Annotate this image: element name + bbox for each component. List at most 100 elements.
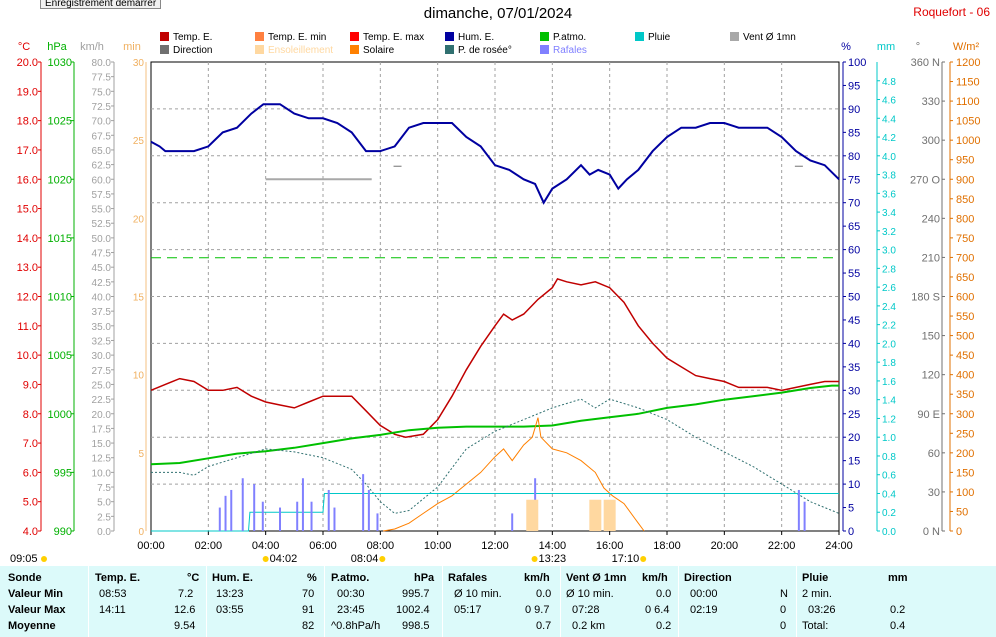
temp-tick-label: 7.0 (23, 438, 38, 450)
solar-tick-label: 300 (956, 409, 974, 421)
dir-tick-label: 300 (922, 135, 940, 147)
solar-tick-label: 900 (956, 174, 974, 186)
solar-tick-label: 1200 (956, 57, 980, 69)
wind-tick-label: 55.0 (92, 205, 112, 216)
rafales-min-value: 0.0 (536, 588, 552, 600)
rain-tick-label: 4.6 (882, 96, 896, 107)
header-vent-unit: km/h (642, 572, 668, 584)
rafales-min-label: Ø 10 min. (454, 588, 502, 600)
temp-tick-label: 8.0 (23, 409, 38, 421)
sun-marker-label: 13:23 (539, 553, 567, 565)
sun-marker-dot (640, 556, 647, 562)
wind-tick-label: 62.5 (92, 161, 112, 172)
weather-chart: 00:00 02:00 04:00 06:00 08:00 10:00 12:00 14:00… (10, 41, 980, 565)
sun-marker-dot (379, 556, 386, 562)
patm-tick-label: 1015 (48, 233, 72, 245)
legend-item: Direction (160, 45, 212, 57)
hum-tick-label: 75 (848, 174, 860, 186)
hum-tick-label: 15 (848, 456, 860, 468)
legend-swatch (445, 32, 454, 41)
solar-tick-label: 800 (956, 213, 974, 225)
legend-swatch (540, 32, 549, 41)
patm-min-value: 995.7 (402, 588, 430, 600)
vent-min-value: 0.0 (656, 588, 672, 600)
legend-swatch (635, 32, 644, 41)
temp-tick-label: 17.0 (17, 145, 38, 157)
dir-tick-label: 210 (922, 252, 940, 264)
solar-tick-label: 650 (956, 272, 974, 284)
x-tick-label: 18:00 (653, 540, 681, 552)
temp-min-time: 08:53 (99, 588, 127, 600)
record-start-button[interactable]: Enregistrement démarrer (40, 0, 162, 9)
rain-tick-label: 2.8 (882, 264, 896, 275)
dir-tick-label: 150 (922, 331, 940, 343)
legend-swatch (255, 45, 264, 54)
solar-tick-label: 450 (956, 350, 974, 362)
header-pluie-unit: mm (888, 572, 908, 584)
hum-tick-label: 100 (848, 57, 866, 69)
temp-tick-label: 15.0 (17, 204, 38, 216)
hum-max-time: 03:55 (216, 604, 244, 616)
direction-min-time: 00:00 (690, 588, 718, 600)
rain-tick-label: 1.8 (882, 358, 896, 369)
patm-max-time: 23:45 (337, 604, 365, 616)
legend-item: Solaire (350, 45, 394, 57)
hum-tick-label: 35 (848, 362, 860, 374)
vent-max-value: 0 6.4 (645, 604, 670, 616)
solar-unit-label: W/m² (953, 41, 980, 53)
temp-unit-label: °C (18, 41, 30, 53)
x-tick-label: 20:00 (711, 540, 739, 552)
rain-tick-label: 1.2 (882, 414, 896, 425)
series-line (150, 384, 839, 466)
dir-tick-label: 120 (922, 370, 940, 382)
wind-tick-label: 5.0 (97, 498, 111, 509)
dir-unit-label: ° (916, 41, 920, 53)
rain-tick-label: 4.8 (882, 77, 896, 88)
wind-tick-label: 15.0 (92, 439, 112, 450)
x-tick-label: 22:00 (768, 540, 796, 552)
legend-label: Vent Ø 1mn (743, 32, 796, 43)
wind-tick-label: 65.0 (92, 146, 112, 157)
min-tick-label: 20 (133, 214, 145, 225)
pluie-total-label: Total: (802, 620, 829, 632)
solar-tick-label: 700 (956, 252, 974, 264)
vent-min-label: Ø 10 min. (566, 588, 614, 600)
temp-tick-label: 14.0 (17, 233, 38, 245)
header-sonde: Sonde (8, 572, 42, 584)
wind-tick-label: 72.5 (92, 102, 112, 113)
hum-tick-label: 80 (848, 151, 860, 163)
row-label-avg: Moyenne (8, 620, 56, 632)
rain-tick-label: 2.6 (882, 283, 896, 294)
station-name: Roquefort - 06 (913, 5, 990, 19)
legend-label: Temp. E. (173, 32, 213, 43)
temp-min-value: 7.2 (178, 588, 194, 600)
temp-avg-value: 9.54 (174, 620, 196, 632)
wind-tick-label: 0.0 (97, 527, 111, 538)
rain-tick-label: 3.2 (882, 227, 896, 238)
wind-tick-label: 17.5 (92, 424, 112, 435)
wind-tick-label: 30.0 (92, 351, 112, 362)
sun-marker-label: 08:04 (351, 553, 379, 565)
min-unit-label: min (123, 41, 141, 53)
sun-bar (526, 499, 539, 531)
legend-label: Pluie (648, 32, 671, 43)
hum-tick-label: 90 (848, 104, 860, 116)
min-tick-label: 5 (138, 449, 144, 460)
legend-swatch (730, 32, 739, 41)
sun-bar (603, 499, 616, 531)
header-direction: Direction (684, 572, 732, 584)
solar-tick-label: 500 (956, 331, 974, 343)
rain-tick-label: 4.0 (882, 152, 896, 163)
x-tick-label: 10:00 (424, 540, 452, 552)
wind-tick-label: 37.5 (92, 307, 112, 318)
temp-tick-label: 19.0 (17, 86, 38, 98)
header-hum-unit: % (307, 572, 317, 584)
patm-tick-label: 1005 (48, 350, 72, 362)
rain-tick-label: 3.8 (882, 171, 896, 182)
rain-tick-label: 4.4 (882, 114, 896, 125)
wind-tick-label: 52.5 (92, 219, 112, 230)
header-rafales: Rafales (448, 572, 488, 584)
rain-tick-label: 3.4 (882, 208, 896, 219)
min-tick-label: 15 (133, 293, 145, 304)
legend-label: Temp. E. min (268, 32, 327, 43)
